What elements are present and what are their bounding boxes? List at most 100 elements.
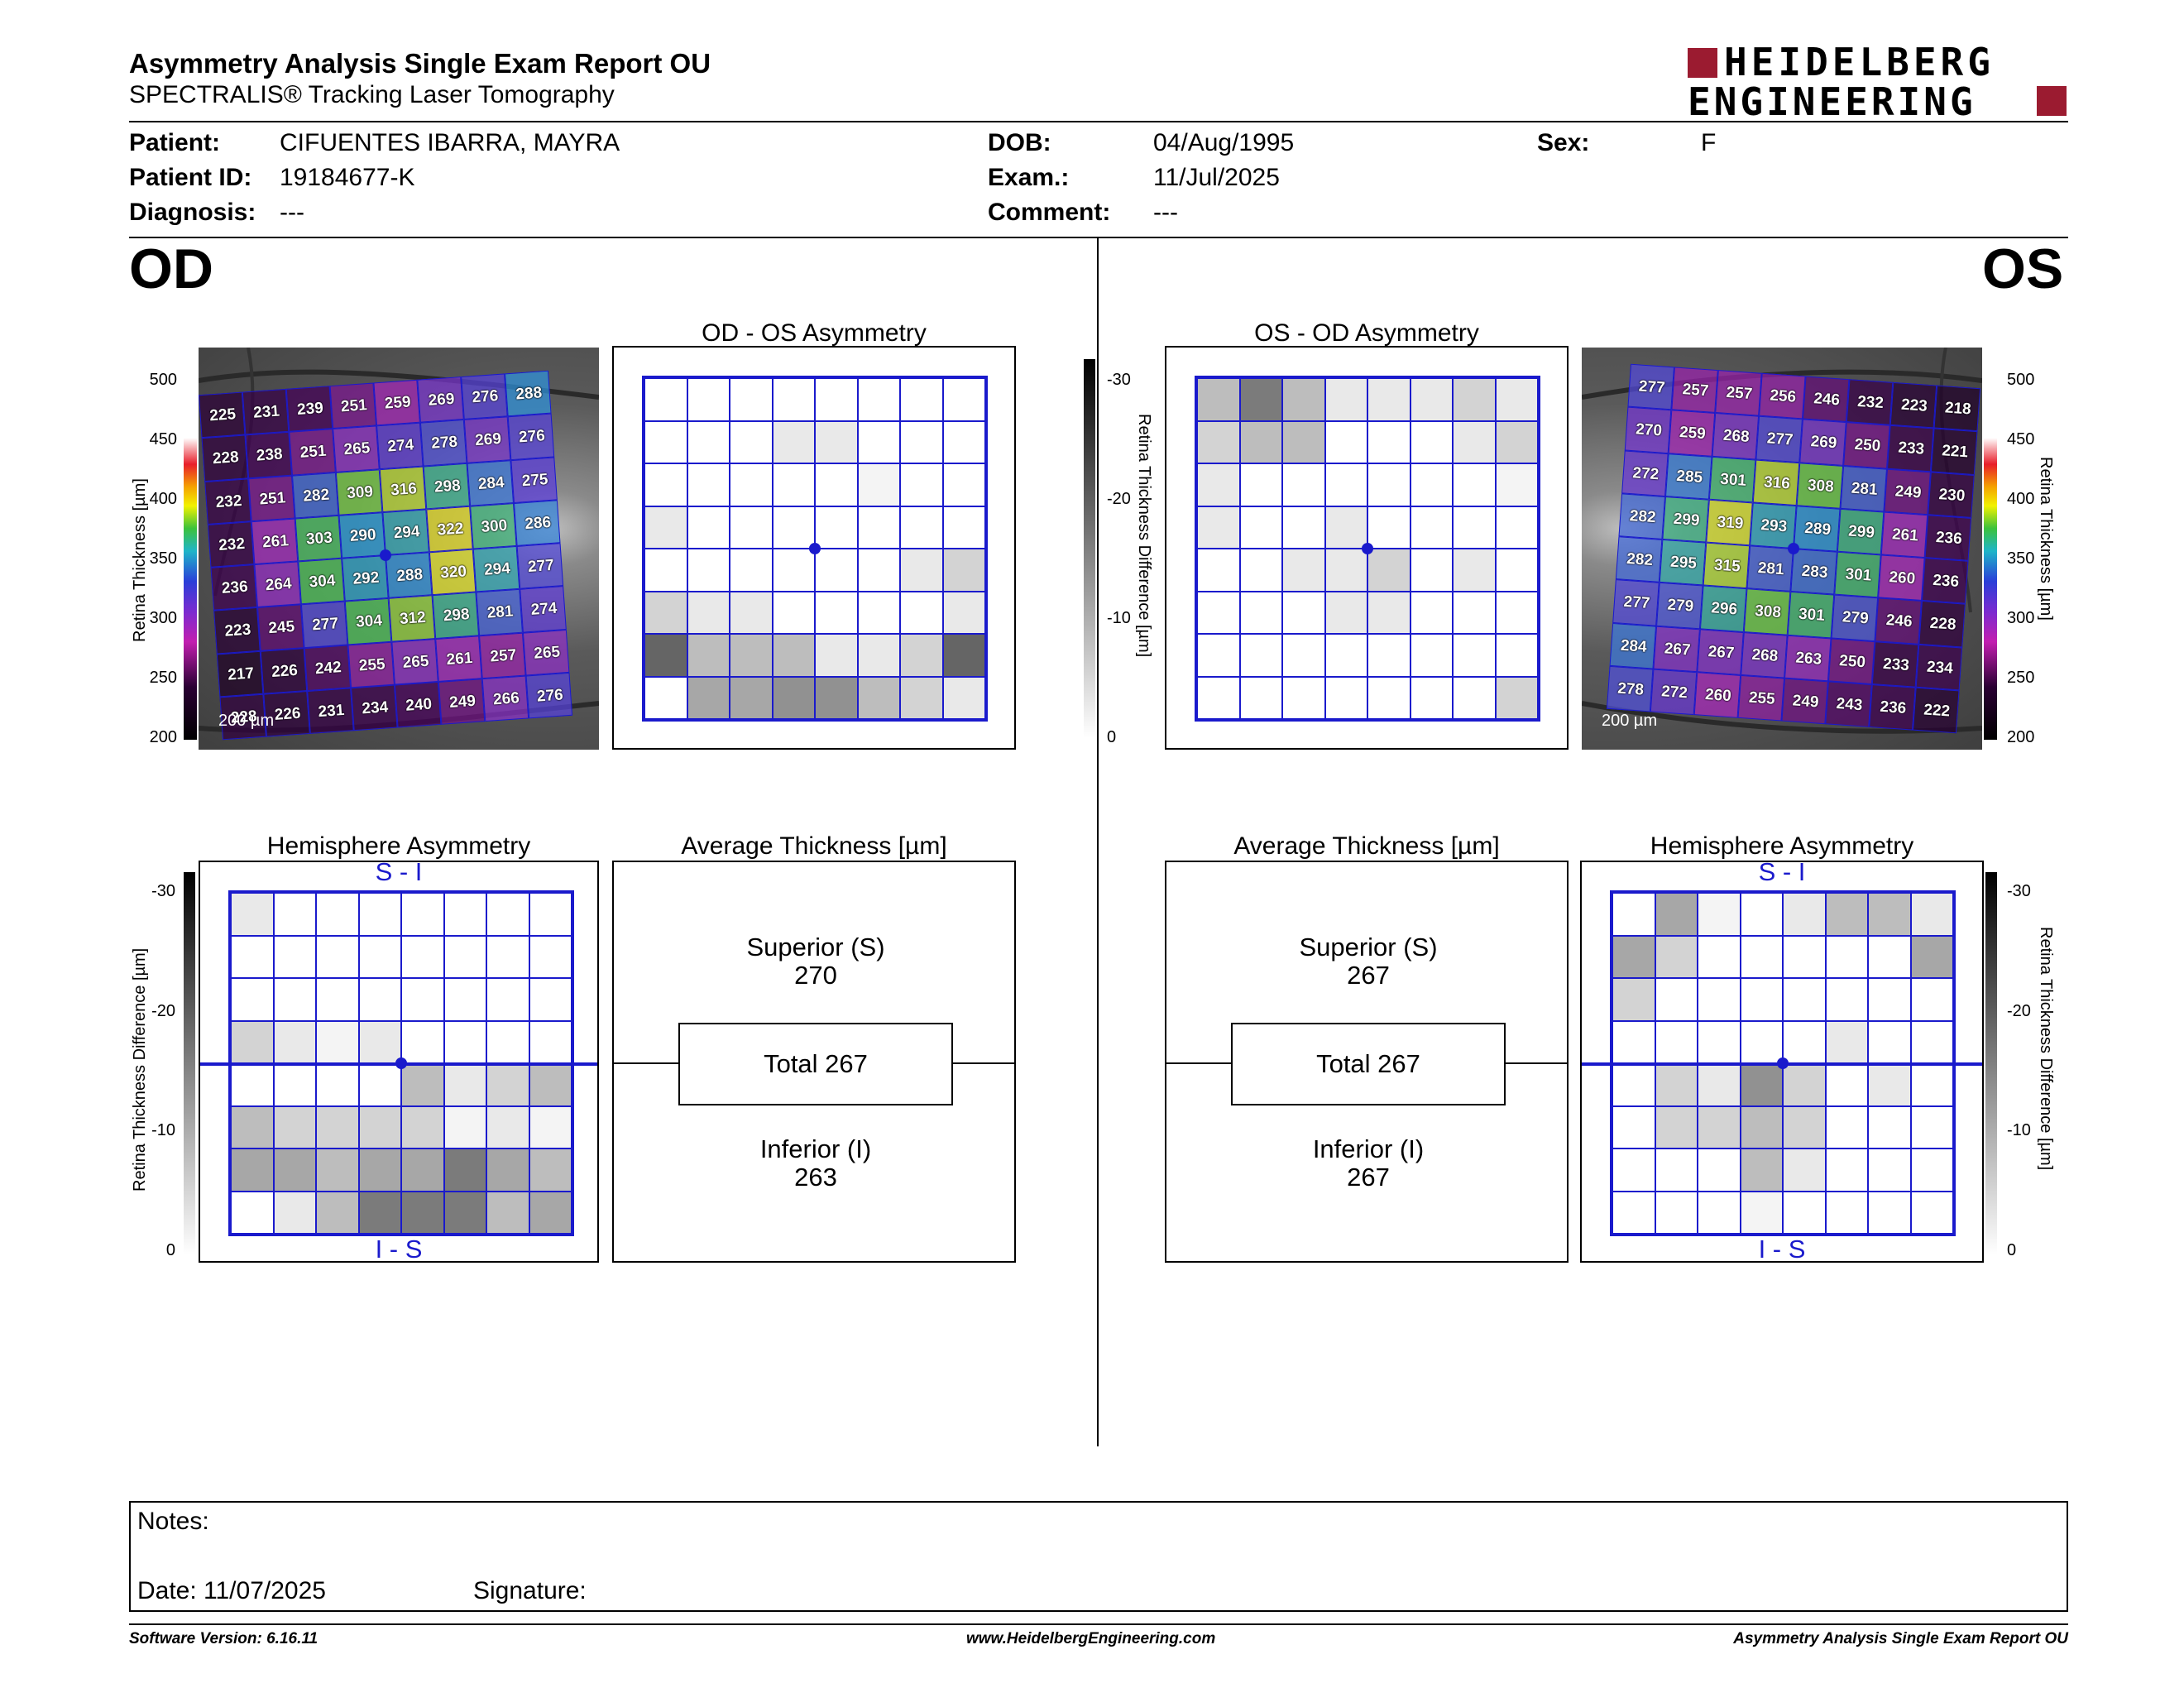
od-hemi-cell	[273, 893, 316, 936]
od-asym-cell	[942, 591, 985, 634]
website-link[interactable]: www.HeidelbergEngineering.com	[966, 1630, 1216, 1647]
os-thickness-map: 277 257 257 256 246 232 223 218 270 259 268 277 269 2…	[1606, 363, 1981, 734]
od-hemi-cell	[486, 893, 529, 936]
od-thickness-tick: 400	[149, 490, 177, 508]
os-asym-cell	[1197, 591, 1240, 634]
os-thickness-value: 301	[1798, 606, 1826, 626]
os-asym-cell	[1495, 420, 1538, 463]
os-thickness-value: 277	[1766, 429, 1794, 449]
od-asym-cell	[900, 463, 943, 506]
od-thickness-tick: 350	[149, 549, 177, 568]
os-thickness-value: 284	[1620, 636, 1648, 656]
os-hemi-cell	[1868, 1105, 1911, 1149]
od-hemi-cell	[443, 893, 486, 936]
os-hemi-cell	[1698, 1149, 1741, 1192]
od-hemi-cell	[316, 893, 359, 936]
os-hemi-cell	[1655, 893, 1698, 936]
od-asym-cell	[942, 676, 985, 719]
od-thickness-cell: 249	[438, 678, 486, 725]
od-asym-cell	[772, 634, 815, 677]
os-thickness-value: 243	[1835, 694, 1864, 715]
od-asym-cell	[772, 591, 815, 634]
software-version: Software Version: 6.16.11	[129, 1630, 318, 1647]
os-hemi-cell	[1910, 1105, 1953, 1149]
os-hemi-cell	[1612, 1191, 1655, 1234]
od-thickness-value: 294	[393, 522, 421, 543]
os-thickness-cell: 256	[1759, 372, 1806, 420]
os-thickness-tick: 300	[2007, 609, 2035, 627]
od-asym-cell	[772, 463, 815, 506]
od-thickness-value: 294	[483, 559, 511, 579]
os-thickness-cell: 255	[1737, 674, 1785, 722]
os-thickness-cell: 285	[1665, 453, 1712, 500]
od-thickness-tick: 500	[149, 371, 177, 389]
os-thickness-value: 260	[1888, 568, 1916, 588]
od-thickness-tick: 450	[149, 430, 177, 448]
od-asym-cell	[687, 634, 730, 677]
os-thickness-value: 222	[1923, 701, 1951, 721]
od-hemi-tick: 0	[165, 1241, 175, 1259]
sex-label: Sex:	[1537, 129, 1590, 156]
os-thickness-cell: 269	[1799, 419, 1846, 466]
os-asym-cell	[1410, 420, 1453, 463]
od-asym-cell	[772, 420, 815, 463]
od-asymmetry-panel	[612, 346, 1016, 750]
od-thickness-map: 225 231 239 251 259 269 276 288 228 238 251 265 274 2…	[199, 370, 573, 741]
os-thickness-value: 230	[1937, 485, 1966, 505]
od-thickness-value: 228	[212, 448, 240, 468]
os-thickness-colorbar	[1984, 362, 1997, 740]
os-thickness-value: 232	[1856, 393, 1885, 413]
od-hemi-cell	[443, 1063, 486, 1106]
od-thickness-cell: 259	[373, 379, 420, 426]
od-thickness-cell: 232	[207, 520, 255, 568]
os-thickness-value: 281	[1757, 559, 1785, 579]
exam-value: 11/Jul/2025	[1153, 164, 1280, 191]
os-asymmetry-panel	[1165, 346, 1569, 750]
od-thickness-cell: 278	[419, 420, 467, 467]
os-hemi-top-label: S - I	[1758, 857, 1806, 886]
os-thickness-value: 282	[1629, 506, 1657, 527]
diagnosis-value: ---	[280, 199, 304, 226]
os-scale-label: 200 µm	[1602, 712, 1658, 730]
od-thickness-value: 298	[433, 477, 462, 496]
od-asym-cell	[644, 676, 687, 719]
od-asym-cell	[730, 420, 773, 463]
os-hemi-cell	[1910, 935, 1953, 978]
os-thickness-cell: 267	[1653, 626, 1700, 672]
od-asym-cell	[644, 506, 687, 549]
os-thickness-value: 218	[1944, 399, 1972, 419]
od-hemi-cell	[273, 1020, 316, 1063]
os-asym-cell	[1239, 591, 1282, 634]
od-hemi-cell	[358, 1191, 401, 1234]
signature-label: Signature:	[473, 1577, 587, 1604]
os-hemi-cell	[1655, 935, 1698, 978]
center-diff-axis-label: Retina Thickness Difference [µm]	[1135, 414, 1153, 658]
os-thickness-cell: 281	[1746, 545, 1794, 592]
notes-box[interactable]: Notes: Date: 11/07/2025 Signature:	[129, 1501, 2068, 1612]
od-thickness-cell: 269	[417, 376, 464, 423]
od-thickness-cell: 284	[467, 459, 514, 506]
os-hemi-cell	[1910, 1191, 1953, 1234]
od-superior-value: 270	[794, 961, 837, 990]
od-thickness-cell: 265	[333, 425, 380, 472]
logo-text-heidelberg: HEIDELBERG	[1724, 40, 1995, 84]
os-asym-cell	[1367, 506, 1410, 549]
os-hemi-cell	[1612, 1020, 1655, 1063]
od-thickness-value: 231	[317, 701, 346, 721]
os-asym-cell	[1324, 591, 1367, 634]
os-thickness-cell: 315	[1703, 542, 1751, 589]
od-thickness-value: 251	[299, 443, 328, 463]
os-hemi-cell	[1825, 1063, 1868, 1106]
od-hemi-cell	[316, 978, 359, 1021]
os-hemi-cell	[1783, 935, 1826, 978]
od-hemi-top-label: S - I	[375, 857, 423, 886]
od-thickness-tick: 300	[149, 609, 177, 627]
os-thickness-cell: 278	[1606, 665, 1654, 712]
od-thickness-value: 288	[395, 566, 424, 586]
os-hemi-cell	[1698, 1191, 1741, 1234]
od-thickness-value: 320	[439, 563, 467, 583]
os-thickness-tick: 250	[2007, 669, 2035, 687]
od-asym-cell	[900, 506, 943, 549]
od-thickness-value: 265	[342, 439, 371, 459]
os-hemi-cell	[1655, 1105, 1698, 1149]
